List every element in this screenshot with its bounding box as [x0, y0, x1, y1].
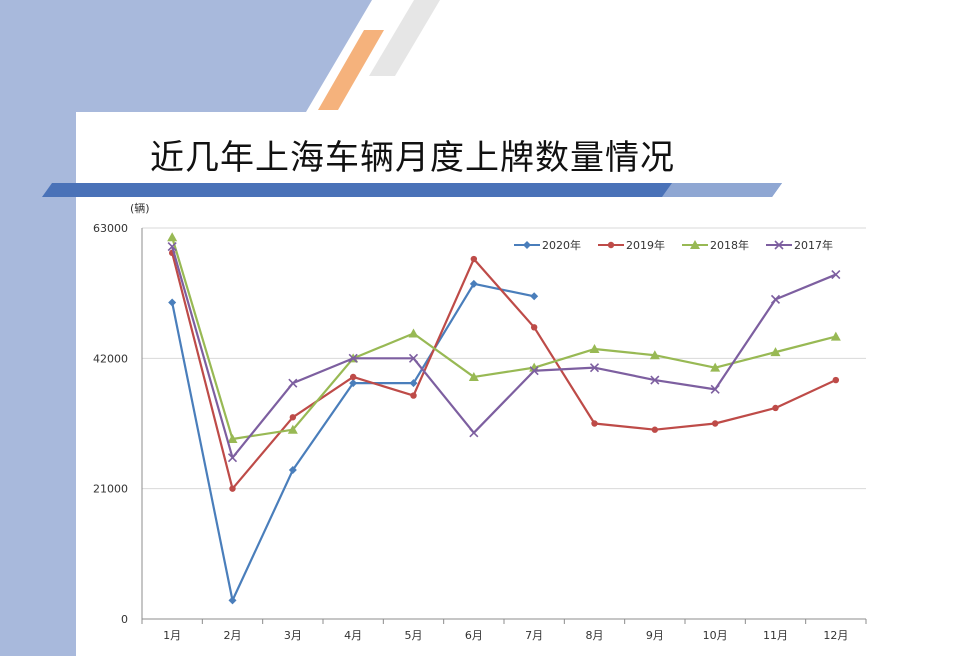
data-point [410, 392, 417, 399]
legend-item: 2019年 [598, 238, 665, 252]
legend-item: 2017年 [766, 238, 833, 252]
y-unit-label: (辆) [130, 201, 150, 215]
data-point [711, 420, 719, 427]
data-point [227, 434, 238, 444]
legend-marker [690, 240, 700, 249]
axes: 0 21000 42000 63000 1月 2月 3月 4月 5月 6月 7月 8月 9月 10月 11月… [93, 222, 867, 642]
data-point [227, 453, 238, 463]
series-1 [168, 249, 840, 492]
x-tick-label: 4月 [344, 629, 362, 642]
data-point [409, 379, 418, 388]
banner-highlight [662, 183, 782, 197]
data-point [529, 362, 540, 372]
gray-stripe [369, 0, 440, 76]
data-point [288, 466, 297, 475]
data-point [589, 344, 600, 354]
data-point [348, 353, 358, 363]
data-point [349, 379, 358, 388]
data-point [168, 298, 177, 307]
series-line [171, 252, 837, 490]
data-point [650, 375, 660, 385]
legend-label: 2018年 [710, 238, 749, 252]
series-line [171, 236, 837, 441]
data-point [228, 596, 237, 605]
x-tick-label: 5月 [405, 629, 423, 642]
data-point [167, 232, 178, 242]
legend-marker [523, 241, 531, 249]
data-point [770, 294, 781, 304]
x-tick-label: 2月 [224, 629, 242, 642]
data-point [831, 269, 841, 280]
x-tick-label: 10月 [703, 629, 728, 642]
data-point [772, 404, 779, 412]
data-point [710, 384, 720, 394]
legend-item: 2018年 [682, 238, 749, 252]
series-2 [167, 232, 841, 444]
data-point [468, 371, 479, 381]
data-point [287, 424, 298, 434]
x-tick-label: 12月 [823, 629, 848, 642]
data-point [229, 485, 236, 492]
data-point [469, 428, 479, 438]
y-tick-label: 63000 [93, 222, 128, 235]
data-point [591, 420, 598, 427]
data-point [408, 328, 419, 338]
data-point [289, 414, 297, 421]
y-tick-label: 0 [121, 613, 128, 626]
x-tick-label: 3月 [284, 629, 302, 642]
banner-bar [42, 183, 782, 197]
data-point [530, 292, 539, 301]
x-tick-label: 1月 [163, 629, 181, 642]
gridlines [142, 227, 866, 490]
legend: 2020年 2019年 2018年 2017年 [514, 238, 833, 252]
series-line [171, 282, 535, 602]
data-point [832, 376, 840, 384]
content-panel [76, 112, 960, 656]
series-3 [167, 242, 841, 463]
data-point [710, 362, 721, 372]
data-point [651, 426, 659, 433]
data-point [529, 366, 539, 376]
page-title: 近几年上海车辆月度上牌数量情况 [150, 138, 675, 178]
series-0 [168, 279, 539, 605]
sidebar-band [0, 0, 372, 656]
data-point [288, 378, 298, 388]
legend-label: 2020年 [542, 238, 581, 252]
legend-label: 2017年 [794, 238, 833, 252]
legend-marker [774, 240, 784, 250]
data-point [649, 350, 660, 360]
data-point [530, 324, 538, 331]
data-point [349, 373, 357, 381]
x-tick-label: 8月 [586, 629, 604, 642]
legend-marker [607, 241, 615, 249]
legend-label: 2019年 [626, 238, 665, 252]
data-point [469, 279, 478, 288]
x-tick-label: 7月 [525, 629, 543, 642]
series-lines [167, 232, 841, 605]
data-point [589, 363, 600, 373]
data-point [408, 353, 419, 363]
y-tick-label: 42000 [93, 352, 128, 365]
data-point [770, 347, 781, 357]
data-point [470, 255, 478, 263]
x-tick-label: 11月 [763, 629, 788, 642]
orange-stripe [318, 30, 384, 110]
x-tick-label: 9月 [646, 629, 664, 642]
data-point [167, 242, 177, 252]
x-tick-label: 6月 [465, 629, 483, 642]
y-tick-label: 21000 [93, 483, 128, 496]
series-line [171, 246, 837, 459]
legend-item: 2020年 [514, 238, 581, 252]
data-point [830, 331, 841, 341]
